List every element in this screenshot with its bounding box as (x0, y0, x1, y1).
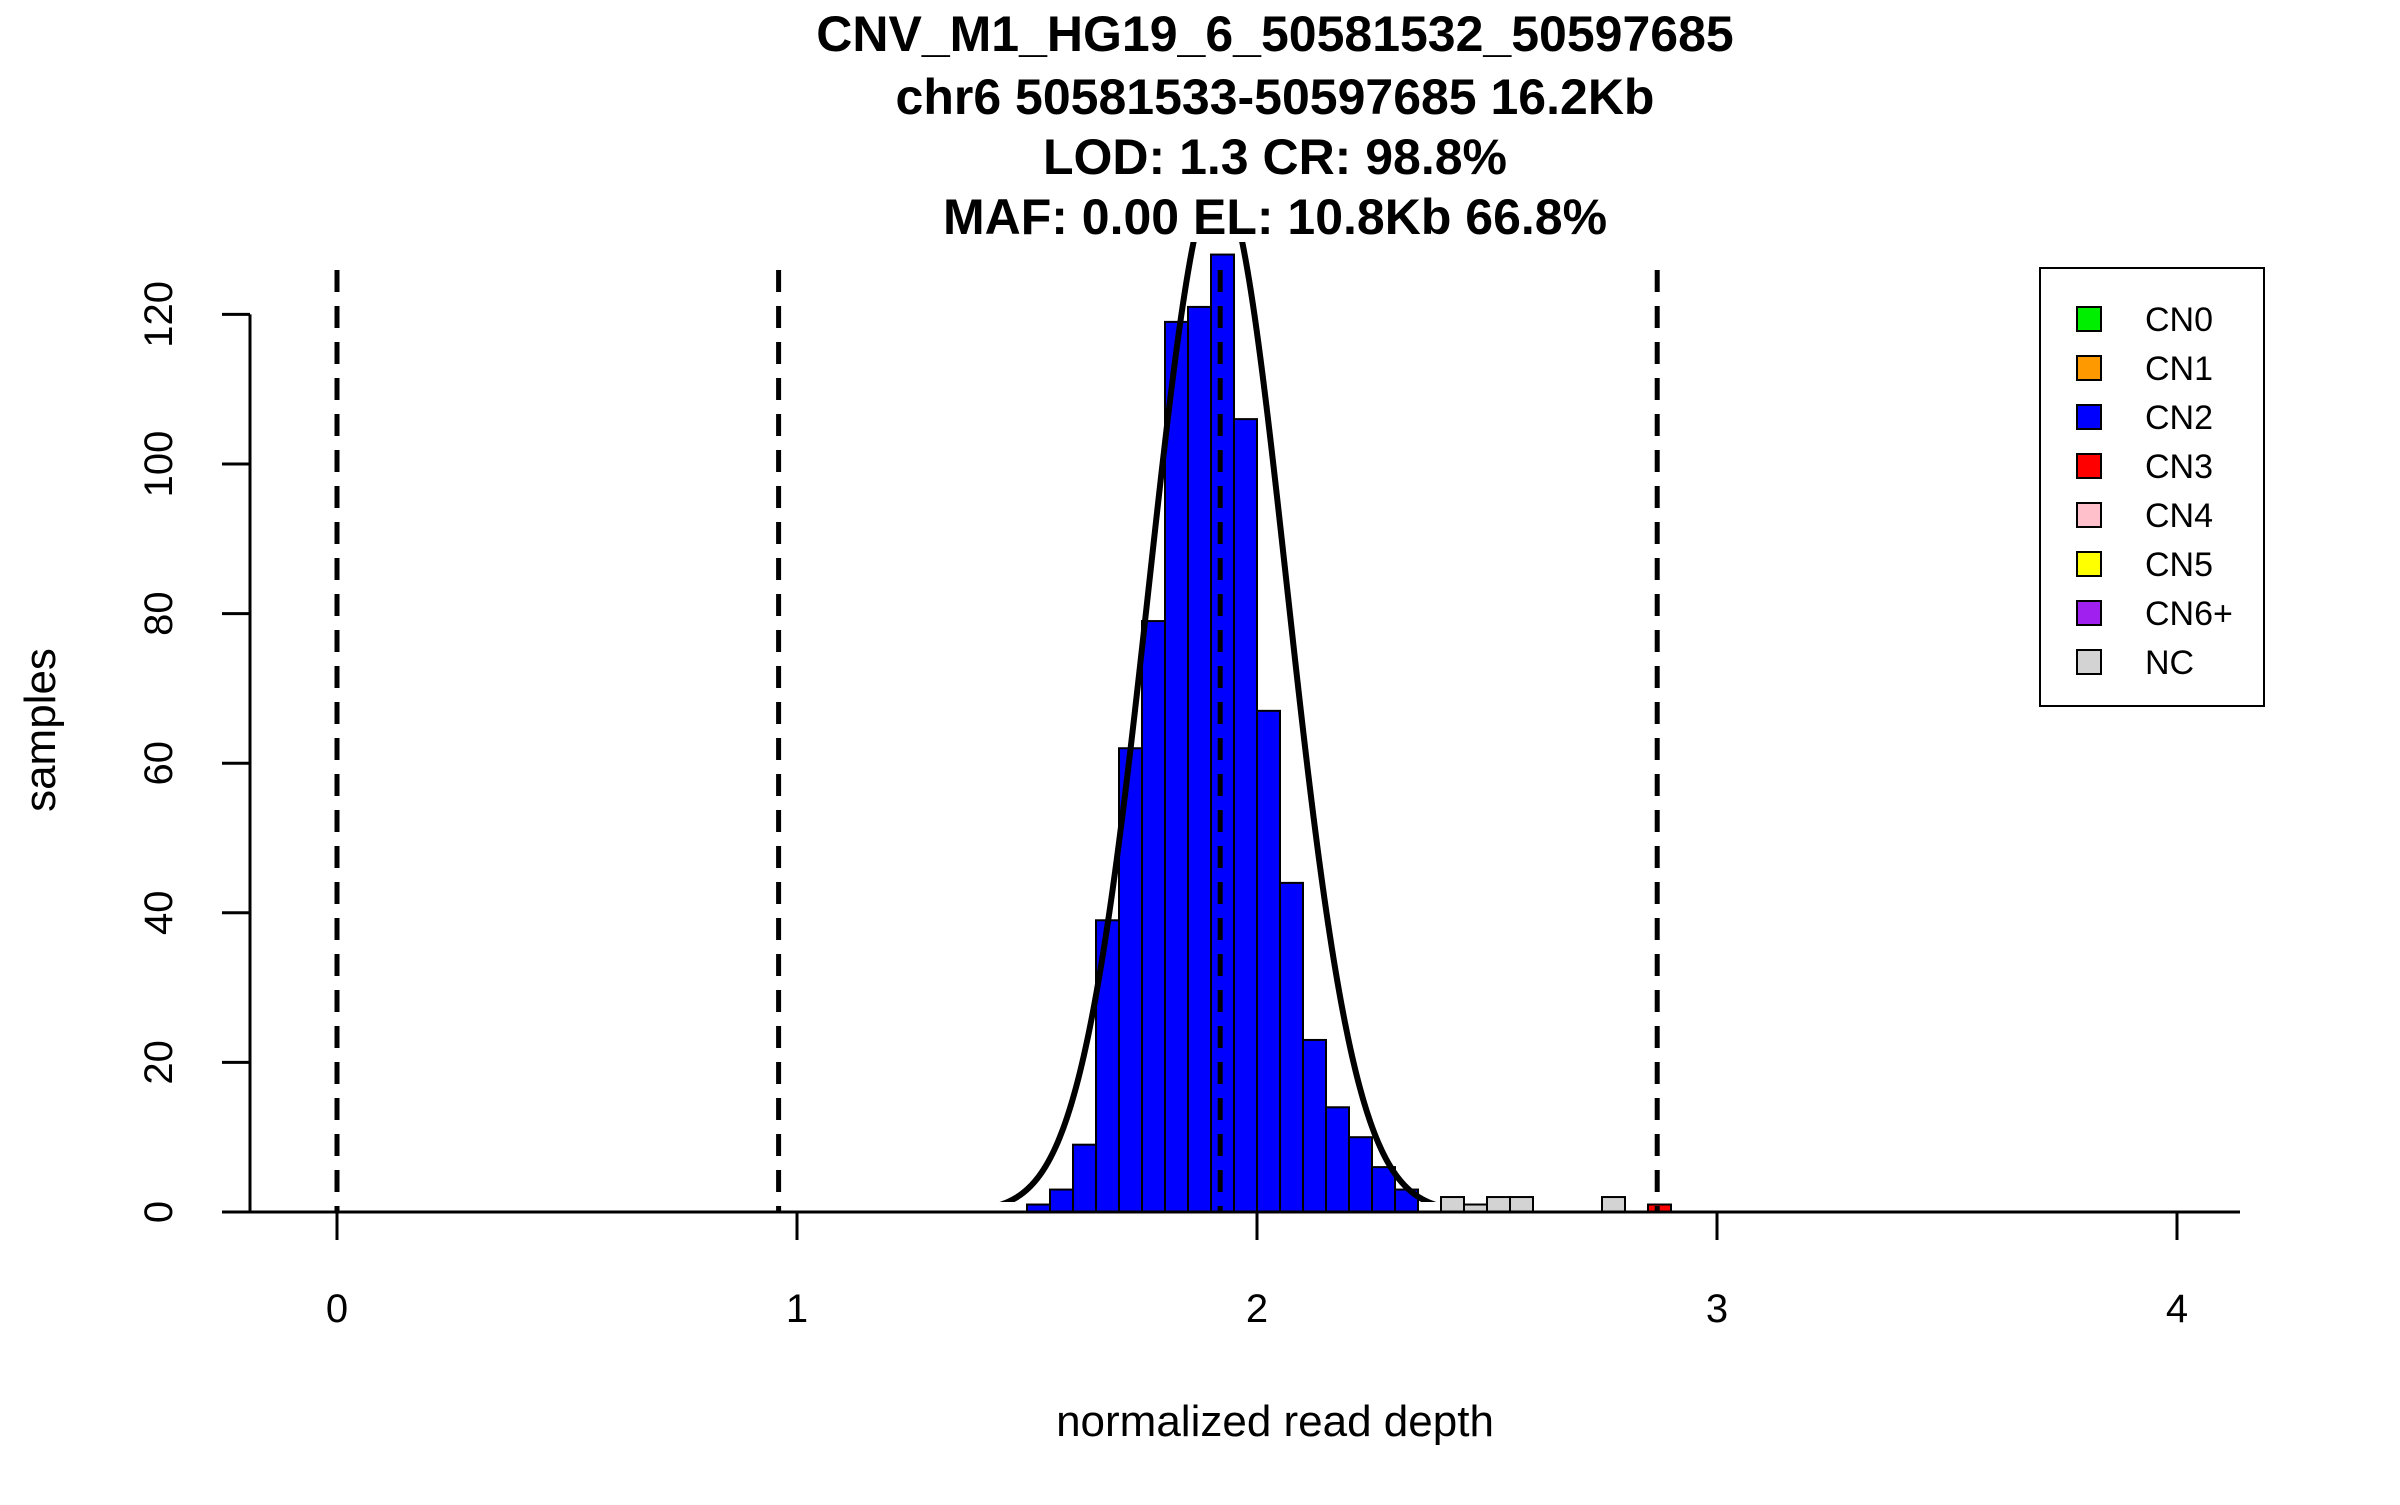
histogram-bar (1486, 1196, 1511, 1214)
y-axis-title: samples (16, 648, 65, 812)
legend-swatch-cn1 (2076, 355, 2102, 381)
y-tick-label: 80 (137, 591, 181, 636)
copy-number-threshold-lines (334, 270, 1660, 1212)
legend-swatch-cn3 (2076, 453, 2102, 479)
histogram-bar (1509, 1196, 1534, 1214)
histogram-bar (1233, 418, 1258, 1213)
chart-title-line-4: MAF: 0.00 EL: 10.8Kb 66.8% (943, 189, 1607, 245)
legend-label-cn3: CN3 (2145, 448, 2213, 486)
histogram-bar (1601, 1196, 1626, 1214)
x-axis-title: normalized read depth (1056, 1397, 1494, 1446)
histogram-bars (1026, 253, 1672, 1214)
legend-swatch-nc (2076, 649, 2102, 675)
histogram-bar (1302, 1038, 1327, 1213)
chart-title-line-1: CNV_M1_HG19_6_50581532_50597685 (816, 6, 1733, 62)
histogram-bar (1279, 881, 1304, 1213)
histogram-bar (1440, 1196, 1465, 1214)
histogram-bar (1325, 1106, 1350, 1214)
y-tick-label: 100 (137, 431, 181, 498)
density-curve-cn2 (999, 242, 1437, 1202)
x-tick-label: 2 (1246, 1287, 1268, 1331)
legend-label-cn1: CN1 (2145, 350, 2213, 388)
x-tick-label: 0 (326, 1287, 348, 1331)
legend-label-nc: NC (2145, 644, 2194, 682)
legend-swatch-cn5 (2076, 551, 2102, 577)
x-tick-label: 3 (1706, 1287, 1728, 1331)
histogram-bar (1164, 320, 1189, 1213)
legend-label-cn5: CN5 (2145, 546, 2213, 584)
legend-label-cn4: CN4 (2145, 497, 2213, 535)
chart-title-line-2: chr6 50581533-50597685 16.2Kb (896, 69, 1655, 125)
y-tick-label: 120 (137, 281, 181, 348)
histogram-bar (1141, 620, 1166, 1213)
legend-label-cn2: CN2 (2145, 399, 2213, 437)
y-tick-label: 60 (137, 741, 181, 786)
histogram-bar (1348, 1136, 1373, 1213)
legend-box (2039, 267, 2265, 707)
histogram-bar (1072, 1143, 1097, 1214)
legend-swatch-cn0 (2076, 306, 2102, 332)
histogram-bar (1187, 305, 1212, 1214)
histogram-bar (1049, 1188, 1074, 1214)
legend-swatch-cn4 (2076, 502, 2102, 528)
y-tick-label: 20 (137, 1040, 181, 1085)
x-tick-label: 1 (786, 1287, 808, 1331)
legend-label-cn0: CN0 (2145, 301, 2213, 339)
x-tick-label: 4 (2166, 1287, 2188, 1331)
legend-label-cn6plus: CN6+ (2145, 595, 2233, 633)
chart-title-line-3: LOD: 1.3 CR: 98.8% (1043, 129, 1507, 185)
density-curves (999, 242, 1437, 1202)
legend-swatch-cn6plus (2076, 600, 2102, 626)
histogram-bar (1256, 709, 1281, 1214)
y-tick-label: 40 (137, 891, 181, 936)
y-tick-label: 0 (137, 1201, 181, 1223)
chart-legend: CN0 CN1 CN2 CN3 CN4 CN5 CN6+ NC (2039, 267, 2265, 707)
legend-swatch-cn2 (2076, 404, 2102, 430)
